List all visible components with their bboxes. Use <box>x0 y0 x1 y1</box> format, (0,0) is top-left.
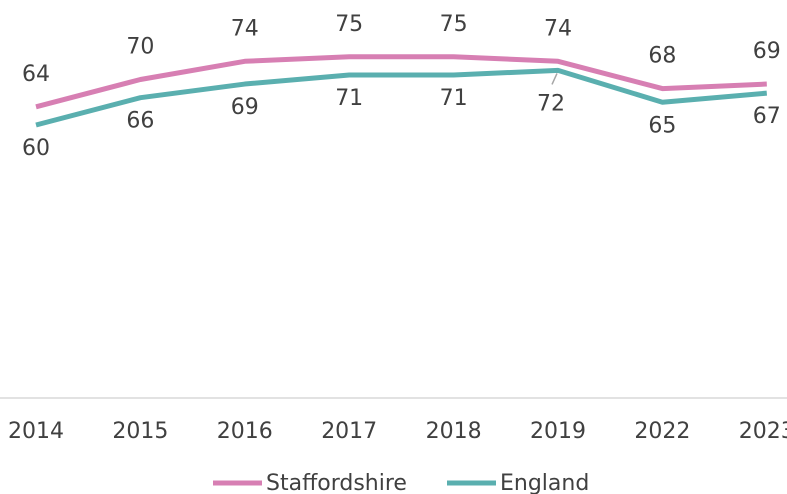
data-label: 74 <box>231 16 259 41</box>
data-label: 72 <box>537 91 565 116</box>
data-label: 68 <box>648 44 676 69</box>
data-label: 75 <box>440 12 468 37</box>
leader-line <box>551 73 558 85</box>
data-label: 66 <box>126 109 154 134</box>
x-tick-label: 2023 <box>739 419 787 444</box>
data-label: 75 <box>335 12 363 37</box>
data-label: 69 <box>753 39 781 64</box>
data-label: 65 <box>648 113 676 138</box>
x-tick-label: 2019 <box>530 419 586 444</box>
data-label: 70 <box>126 35 154 60</box>
x-tick-label: 2018 <box>426 419 482 444</box>
data-label: 69 <box>231 95 259 120</box>
legend-label: Staffordshire <box>266 471 407 494</box>
data-label: 71 <box>440 86 468 111</box>
x-tick-label: 2022 <box>634 419 690 444</box>
data-label: 67 <box>753 104 781 129</box>
series-line <box>35 67 768 128</box>
x-tick-label: 2017 <box>321 419 377 444</box>
data-label: 74 <box>544 16 572 41</box>
legend-label: England <box>500 471 589 494</box>
data-label: 64 <box>22 62 50 87</box>
x-tick-label: 2016 <box>217 419 273 444</box>
x-tick-label: 2015 <box>112 419 168 444</box>
data-label: 71 <box>335 86 363 111</box>
x-tick-label: 2014 <box>8 419 64 444</box>
series-line <box>35 54 767 110</box>
data-label: 60 <box>22 136 50 161</box>
